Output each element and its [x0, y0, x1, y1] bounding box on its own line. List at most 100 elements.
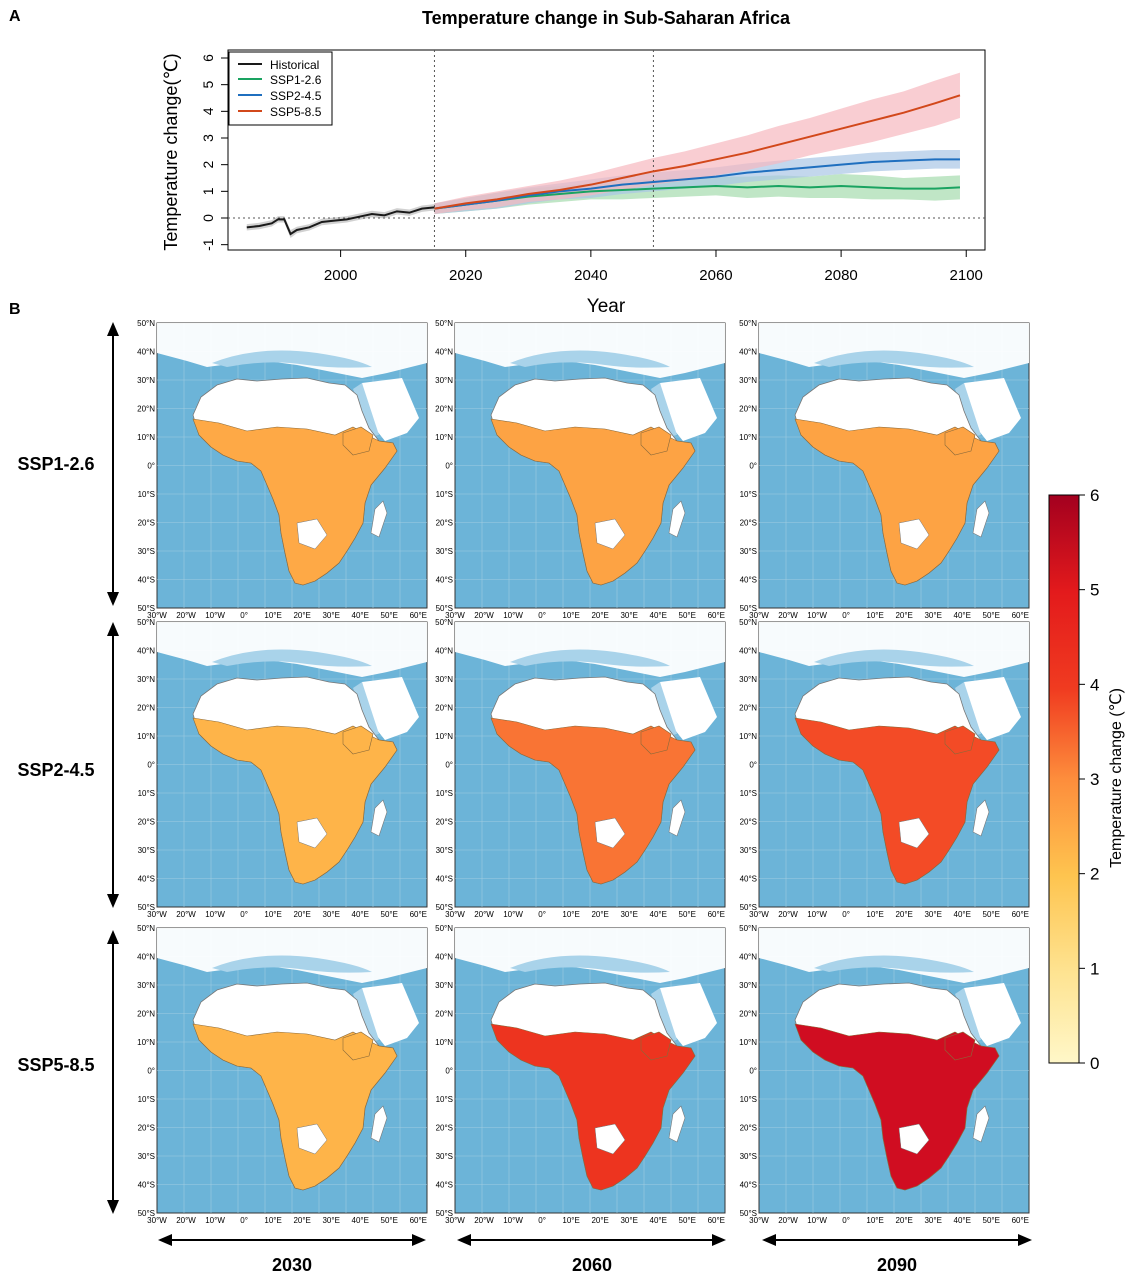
lat-label: 40°S — [138, 576, 155, 585]
lon-label: 40°E — [352, 611, 369, 620]
lon-label: 20°W — [176, 1216, 196, 1225]
lon-label: 60°E — [410, 910, 427, 919]
lon-label: 40°E — [650, 1216, 667, 1225]
x-tick-label: 2040 — [574, 267, 607, 284]
lon-label: 10°E — [866, 611, 883, 620]
excluded-area — [594, 817, 626, 849]
legend-label-ssp245: SSP2-4.5 — [270, 89, 322, 103]
lon-label: 50°E — [679, 910, 696, 919]
mediterranean-sea — [212, 955, 372, 973]
lon-label: 20°E — [293, 910, 310, 919]
x-axis-label: Year — [587, 296, 626, 317]
map-ssp126-2060: 50°N 40°N 30°N 20°N 10°N 0° 10°S 20°S 30°S 40°S 50… — [435, 319, 726, 620]
lat-label: 30°S — [740, 547, 757, 556]
map-ssp126-2030: 50°N 40°N 30°N 20°N 10°N 0° 10°S 20°S 30°S 40°S 50… — [137, 319, 428, 620]
lat-label: 20°S — [436, 1124, 453, 1133]
lat-label: 0° — [445, 761, 453, 770]
arabian-peninsula — [964, 378, 1021, 441]
arabian-peninsula — [362, 677, 419, 740]
series-line-ssp126 — [434, 184, 961, 210]
lon-label: 50°E — [381, 1216, 398, 1225]
y-tick-label: 5 — [200, 81, 216, 89]
lat-label: 20°S — [138, 519, 155, 528]
madagascar — [972, 1105, 990, 1143]
row-label-ssp245: SSP2-4.5 — [17, 760, 94, 780]
y-tick-label: 3 — [200, 134, 216, 142]
lat-label: 40°N — [137, 348, 155, 357]
legend-label-ssp126: SSP1-2.6 — [270, 73, 322, 87]
arabian-peninsula — [362, 378, 419, 441]
lon-label: 40°E — [954, 611, 971, 620]
lon-label: 20°W — [176, 611, 196, 620]
lat-label: 40°S — [740, 576, 757, 585]
lon-label: 40°E — [352, 910, 369, 919]
row-arrow-2 — [107, 622, 119, 908]
lat-label: 10°N — [137, 732, 155, 741]
lat-label: 50°N — [137, 319, 155, 328]
sub-saharan-region — [794, 717, 1000, 885]
colorbar-gradient — [1048, 494, 1080, 1064]
lat-label: 0° — [749, 462, 757, 471]
row-label-ssp126: SSP1-2.6 — [17, 454, 94, 474]
lat-label: 30°N — [435, 376, 453, 385]
legend-label-ssp585: SSP5-8.5 — [270, 105, 322, 119]
lon-label: 60°E — [708, 910, 725, 919]
colorbar-tick-label: 6 — [1090, 486, 1099, 505]
lon-label: 20°E — [591, 611, 608, 620]
lat-label: 50°N — [137, 924, 155, 933]
lat-label: 50°N — [739, 618, 757, 627]
madagascar — [370, 500, 388, 538]
col-arrow-3 — [762, 1234, 1032, 1246]
lat-label: 40°N — [739, 647, 757, 656]
lon-label: 20°E — [591, 910, 608, 919]
lat-label: 40°S — [138, 1181, 155, 1190]
lat-label: 40°N — [137, 647, 155, 656]
arabian-peninsula — [964, 983, 1021, 1046]
lat-label: 10°N — [739, 1038, 757, 1047]
row-label-ssp585: SSP5-8.5 — [17, 1055, 94, 1075]
colorbar-tick-label: 3 — [1090, 770, 1099, 789]
lon-label: 60°E — [1012, 910, 1029, 919]
y-tick-label: 2 — [200, 161, 216, 169]
lon-label: 30°W — [749, 1216, 769, 1225]
lat-label: 20°S — [740, 818, 757, 827]
sub-saharan-region — [192, 1023, 398, 1191]
lat-label: 50°S — [740, 1209, 757, 1218]
legend-label-historical: Historical — [270, 58, 319, 72]
lat-label: 0° — [749, 761, 757, 770]
lat-label: 50°N — [137, 618, 155, 627]
lat-label: 50°N — [435, 924, 453, 933]
lon-label: 50°E — [679, 611, 696, 620]
horn-of-africa — [944, 426, 976, 456]
lat-label: 30°S — [436, 846, 453, 855]
sub-saharan-region — [794, 1023, 1000, 1191]
lat-label: 40°S — [436, 875, 453, 884]
lon-label: 60°E — [410, 1216, 427, 1225]
lat-label: 40°S — [138, 875, 155, 884]
lat-label: 50°S — [436, 604, 453, 613]
excluded-area — [898, 518, 930, 550]
lon-label: 30°W — [147, 910, 167, 919]
lon-label: 20°W — [176, 910, 196, 919]
lat-label: 40°N — [739, 953, 757, 962]
lat-label: 50°N — [435, 618, 453, 627]
lat-label: 10°S — [740, 789, 757, 798]
lon-label: 50°E — [983, 1216, 1000, 1225]
lat-label: 50°S — [436, 1209, 453, 1218]
red-sea — [651, 682, 677, 736]
lat-label: 10°N — [137, 433, 155, 442]
excluded-area — [594, 1123, 626, 1155]
lat-label: 30°S — [740, 1152, 757, 1161]
lat-label: 30°N — [137, 981, 155, 990]
lat-label: 50°S — [436, 903, 453, 912]
row-arrow-1 — [107, 322, 119, 606]
madagascar — [370, 1105, 388, 1143]
excluded-area — [296, 817, 328, 849]
red-sea — [955, 383, 981, 437]
lon-label: 20°E — [895, 611, 912, 620]
row-arrow-3 — [107, 930, 119, 1214]
lat-label: 20°S — [138, 818, 155, 827]
lon-label: 0° — [538, 910, 546, 919]
lat-label: 20°S — [138, 1124, 155, 1133]
